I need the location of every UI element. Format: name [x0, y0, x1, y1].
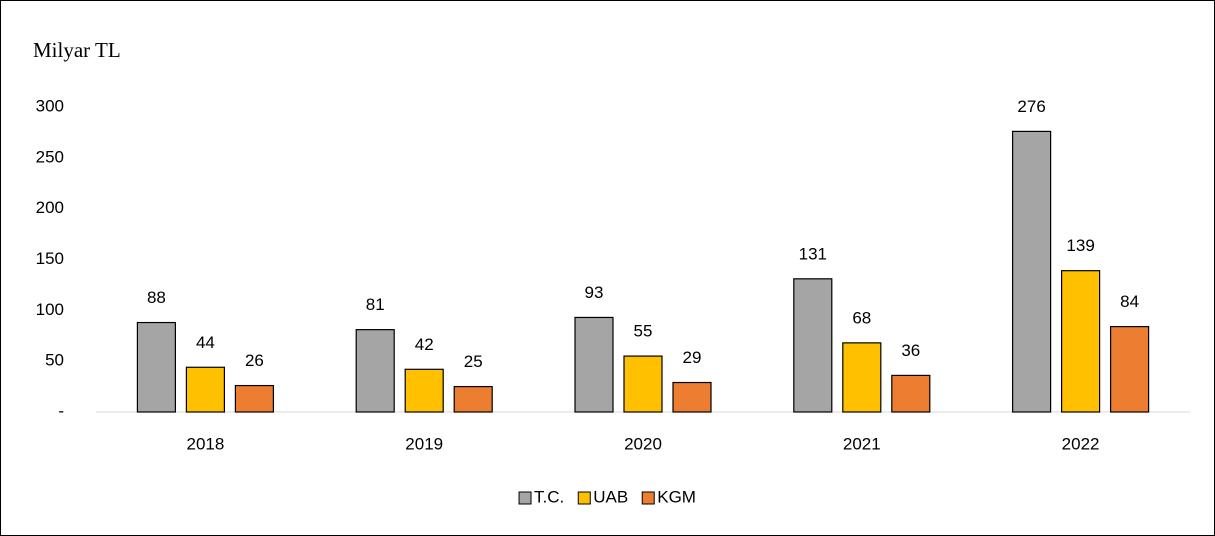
data-label: 84 [1120, 292, 1139, 311]
data-label: 36 [901, 341, 920, 360]
x-tick-label: 2020 [624, 434, 662, 453]
bar [842, 342, 882, 413]
data-label: 131 [799, 244, 827, 263]
data-label: 55 [634, 322, 653, 341]
data-label: 44 [196, 333, 215, 352]
y-tick-label: 200 [36, 198, 64, 217]
data-label: 25 [464, 352, 483, 371]
x-tick-label: 2021 [843, 434, 881, 453]
legend-label: T.C. [534, 487, 564, 506]
x-tick-label: 2019 [405, 434, 443, 453]
chart-title: Milyar TL [33, 38, 121, 62]
bar [1109, 326, 1150, 413]
bar [623, 355, 663, 413]
data-label: 68 [852, 308, 871, 327]
legend-swatch [577, 491, 591, 505]
x-tick-label: 2018 [186, 434, 224, 453]
y-tick-label: - [58, 401, 64, 420]
data-label: 81 [366, 295, 385, 314]
data-label: 42 [415, 335, 434, 354]
legend-swatch [518, 491, 532, 505]
data-label: 88 [147, 288, 166, 307]
legend-swatch [641, 491, 655, 505]
bar [1011, 130, 1052, 413]
legend-label: KGM [657, 487, 696, 506]
bar [453, 385, 493, 413]
y-tick-label: 150 [36, 249, 64, 268]
bar [891, 374, 931, 413]
y-tick-label: 250 [36, 147, 64, 166]
bar [185, 366, 225, 413]
bar [355, 329, 395, 413]
bar [404, 368, 444, 413]
bar [672, 381, 712, 413]
data-label: 139 [1066, 236, 1094, 255]
x-tick-label: 2022 [1062, 434, 1100, 453]
bar [1060, 270, 1101, 413]
y-tick-label: 300 [36, 96, 64, 115]
bar [234, 384, 274, 413]
y-tick-label: 100 [36, 300, 64, 319]
data-label: 26 [245, 351, 264, 370]
bar [574, 316, 614, 413]
y-tick-label: 50 [45, 351, 64, 370]
data-label: 93 [585, 283, 604, 302]
data-label: 276 [1017, 97, 1045, 116]
legend-label: UAB [593, 487, 628, 506]
data-label: 29 [683, 348, 702, 367]
bar [793, 278, 833, 413]
bar [136, 321, 176, 413]
